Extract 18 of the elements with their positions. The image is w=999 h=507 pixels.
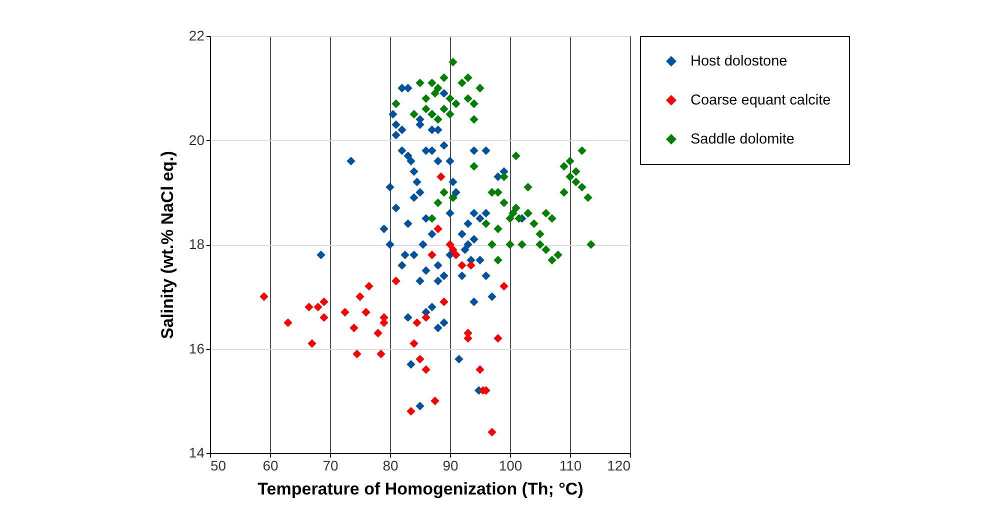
x-axis-title: Temperature of Homogenization (Th; °C) xyxy=(258,480,584,498)
x-tick-label: 110 xyxy=(559,458,582,474)
x-tick-label: 60 xyxy=(262,458,278,474)
y-tick-label: 20 xyxy=(188,132,205,148)
x-tick-label: 80 xyxy=(382,458,398,474)
x-tick-label: 90 xyxy=(442,458,458,474)
x-tick-label: 70 xyxy=(322,458,338,474)
legend-label: Host dolostone xyxy=(690,53,788,70)
y-axis-title: Salinity (wt.% NaCl eq.) xyxy=(158,151,177,339)
legend-label: Coarse equant calcite xyxy=(690,92,831,108)
legend-label: Saddle dolomite xyxy=(690,131,794,148)
y-tick-label: 18 xyxy=(188,236,205,252)
x-tick-label: 120 xyxy=(607,458,631,474)
x-tick-label: 50 xyxy=(210,458,226,474)
y-tick-label: 22 xyxy=(188,28,205,44)
y-tick-label: 16 xyxy=(188,340,205,356)
y-tick-label: 14 xyxy=(188,444,205,460)
x-tick-label: 100 xyxy=(498,458,522,474)
